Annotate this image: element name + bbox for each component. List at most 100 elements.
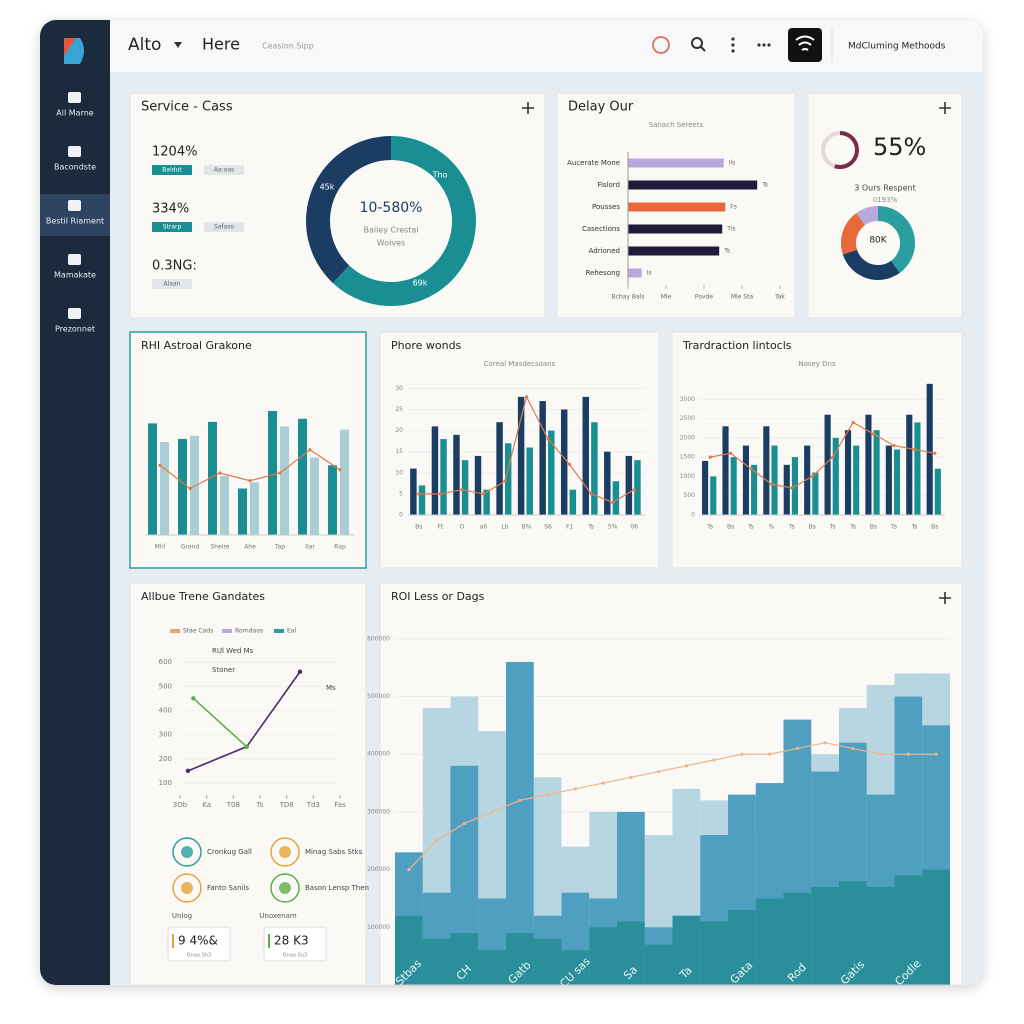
add-button[interactable] (939, 102, 951, 114)
nav-item[interactable]: All Marne (56, 109, 93, 118)
bar (644, 944, 673, 985)
x-tick-label: F1 (566, 524, 573, 531)
x-tick-label: Ts (788, 524, 795, 531)
nav-icon[interactable] (68, 146, 81, 157)
bar (755, 898, 784, 985)
trend-point (823, 741, 827, 745)
search-icon[interactable] (691, 37, 703, 49)
bar (589, 927, 617, 985)
nav-item[interactable]: Mamakate (54, 271, 96, 280)
trend-point (278, 471, 282, 475)
header-action[interactable]: MdCluming Methoods (848, 42, 946, 52)
bar (395, 915, 423, 985)
legend-swatch (222, 629, 232, 633)
trend-point (490, 810, 494, 814)
panel-title: Allbue Trene Gandates (141, 590, 265, 603)
nav-item[interactable]: Prezonnet (55, 325, 95, 334)
legend-swatch (274, 629, 284, 633)
bar-label: Casections (582, 225, 620, 233)
x-tick-label: Ilar (305, 544, 315, 551)
add-button[interactable] (939, 592, 951, 604)
x-tick-label: Ts (587, 524, 594, 531)
y-tick-label: 30 (395, 385, 403, 392)
x-tick-label: Shelre (211, 544, 230, 551)
bar (628, 158, 724, 168)
trend-point (851, 746, 855, 751)
donut-slice (878, 206, 915, 273)
bar (504, 443, 512, 515)
x-tick-label: Bs (415, 524, 422, 531)
bar (268, 411, 277, 535)
value-label: Ts (723, 248, 730, 255)
legend-swatch (170, 629, 180, 633)
x-tick-label: Ft (437, 524, 443, 531)
y-tick-label: 25 (395, 406, 403, 413)
panel (129, 331, 367, 569)
x-tick-label: % (769, 524, 775, 531)
brand[interactable]: Alto (128, 35, 161, 55)
panel (129, 582, 367, 986)
nav-icon[interactable] (68, 308, 81, 319)
trend-point (933, 451, 937, 455)
bar (893, 449, 901, 515)
x-tick-label: Tap (274, 544, 285, 551)
x-tick-label: Rap (334, 544, 346, 551)
dropdown-caret[interactable] (174, 42, 182, 48)
donut-caption: Bailey Crestal (363, 226, 418, 235)
nav-link[interactable]: Here (202, 35, 240, 54)
bar (812, 472, 819, 515)
y-tick-label: 200 (159, 755, 172, 763)
donut-slice (306, 136, 391, 283)
x-tick-label: T08 (226, 801, 240, 809)
trend-point (524, 395, 529, 399)
trend-point (632, 488, 636, 492)
x-tick-label: Ts (890, 524, 897, 531)
x-tick-label: Ts (849, 524, 856, 531)
bar (839, 881, 867, 985)
x-tick-label: Tak (774, 294, 785, 301)
record-icon[interactable] (652, 36, 670, 54)
trend-point (546, 793, 550, 797)
bar (410, 468, 417, 515)
search-icon-handle (700, 46, 706, 52)
panel-title: ROI Less or Dags (391, 590, 485, 603)
point (191, 696, 196, 701)
trend-point (810, 474, 814, 479)
x-tick-label: S6 (544, 524, 552, 531)
nav-item[interactable]: Bacondste (54, 163, 96, 172)
nav-item[interactable]: Bestil Riament (46, 217, 104, 226)
nav-icon[interactable] (68, 92, 81, 103)
stat-tag (152, 222, 192, 232)
trend-point (657, 769, 661, 774)
x-tick-label: Mle (661, 294, 672, 301)
y-tick-label: 2500 (680, 415, 695, 422)
trend-point (851, 420, 855, 425)
bar (811, 886, 839, 985)
trend-line (408, 742, 937, 871)
nav-icon[interactable] (68, 254, 81, 265)
more-icon[interactable] (731, 37, 735, 53)
stat-tag-label: Safaso (214, 224, 234, 231)
bar (328, 465, 337, 535)
bar (710, 476, 717, 515)
nav-icon[interactable] (68, 200, 81, 211)
legend-label: Stae Cads (183, 628, 213, 635)
bar (298, 418, 307, 535)
trend-point (407, 868, 411, 872)
bar (628, 202, 726, 212)
bar (506, 933, 534, 985)
y-tick-label: 1000 (680, 473, 695, 480)
bar (474, 455, 482, 515)
y-tick-label: 100 (159, 779, 172, 787)
sidebar (40, 20, 110, 985)
y-tick-label: 1500 (680, 454, 695, 461)
x-tick-label: Ts (747, 524, 754, 531)
add-button[interactable] (522, 102, 534, 114)
donut-center: 10-580% (360, 200, 423, 216)
trend-point (438, 492, 442, 496)
trend-point (601, 781, 605, 785)
bar (672, 915, 701, 985)
wifi-button[interactable] (788, 28, 822, 62)
x-tick-label: Bs (809, 524, 816, 531)
menu-icon[interactable] (757, 43, 771, 47)
